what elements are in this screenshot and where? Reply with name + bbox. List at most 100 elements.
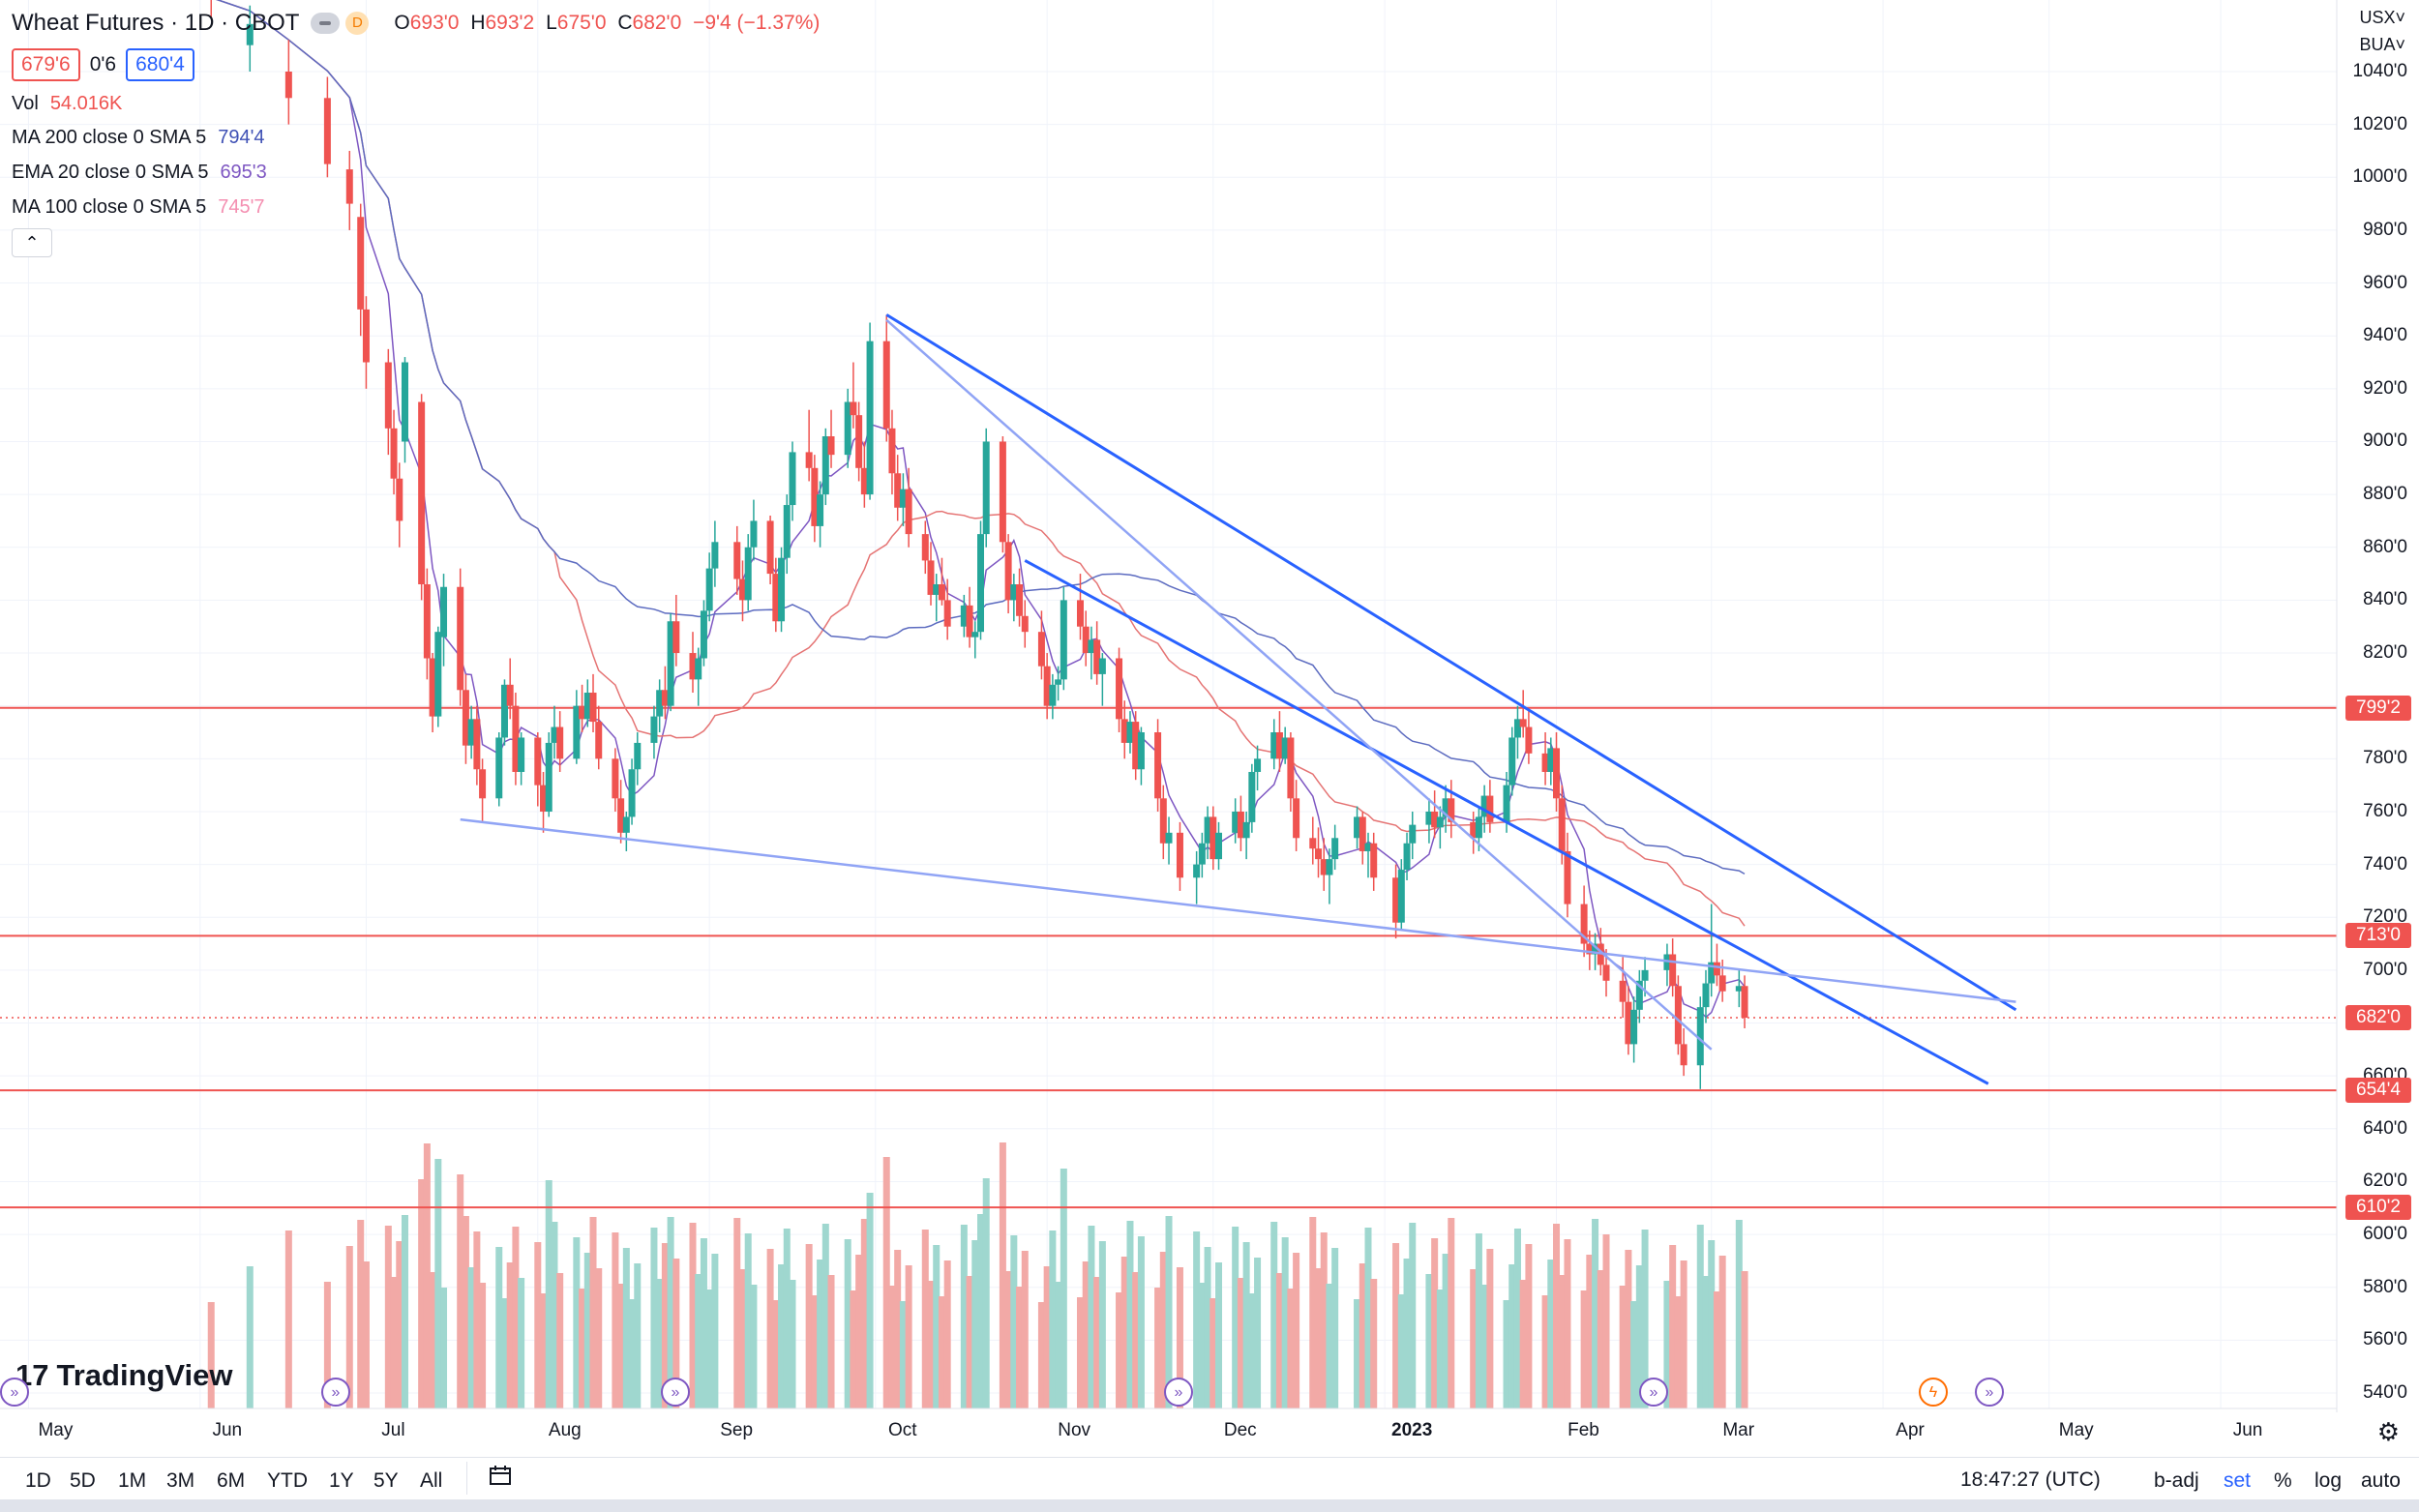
volume-bar bbox=[1270, 1222, 1278, 1408]
candle-body bbox=[827, 436, 835, 456]
calendar-icon[interactable] bbox=[489, 1465, 514, 1492]
volume-bar bbox=[1486, 1249, 1494, 1408]
volume-bar bbox=[1409, 1223, 1417, 1408]
dividend-event-icon[interactable]: » bbox=[1164, 1378, 1193, 1407]
percent-toggle[interactable]: % bbox=[2274, 1469, 2292, 1492]
time-axis-label: Oct bbox=[888, 1420, 917, 1440]
candle-body bbox=[866, 341, 874, 495]
currency-selector[interactable]: USX˅ bbox=[2359, 8, 2405, 27]
dividend-event-icon[interactable]: » bbox=[321, 1378, 350, 1407]
volume-bar bbox=[1309, 1217, 1317, 1408]
candle-body bbox=[1713, 962, 1720, 976]
volume-bar bbox=[1320, 1232, 1328, 1408]
range-1y-button[interactable]: 1Y bbox=[329, 1469, 354, 1492]
volume-bar bbox=[1541, 1295, 1549, 1408]
dividend-event-icon[interactable]: » bbox=[1639, 1378, 1668, 1407]
unit-selector[interactable]: BUA˅ bbox=[2359, 35, 2405, 54]
volume-bar bbox=[595, 1268, 603, 1408]
volume-bar bbox=[1016, 1287, 1024, 1408]
candle-body bbox=[1320, 859, 1328, 875]
candle-body bbox=[1154, 732, 1162, 799]
volume-bar bbox=[1392, 1243, 1400, 1408]
indicator-ma100[interactable]: MA 100 close 0 SMA 5 745'7 bbox=[12, 196, 265, 218]
volume-bar bbox=[1281, 1237, 1289, 1408]
lightning-event-icon[interactable]: ϟ bbox=[1919, 1378, 1948, 1407]
log-toggle[interactable]: log bbox=[2314, 1469, 2343, 1492]
indicator-volume[interactable]: Vol 54.016K bbox=[12, 93, 123, 114]
price-axis-label: 700'0 bbox=[2363, 959, 2407, 980]
volume-bar bbox=[1359, 1263, 1366, 1408]
candle-body bbox=[246, 23, 254, 45]
volume-bar bbox=[1625, 1250, 1632, 1408]
trendline bbox=[460, 817, 2016, 1003]
indicator-ma200[interactable]: MA 200 close 0 SMA 5 794'4 bbox=[12, 127, 265, 148]
volume-bar bbox=[617, 1284, 625, 1408]
candle-body bbox=[473, 719, 481, 770]
price-chart-plot[interactable] bbox=[0, 0, 2419, 1457]
candle-body bbox=[1088, 639, 1095, 654]
volume-bar bbox=[1475, 1233, 1482, 1408]
candle-body bbox=[1519, 719, 1527, 727]
price-axis-label: 600'0 bbox=[2363, 1224, 2407, 1245]
candle-body bbox=[1126, 722, 1134, 743]
candle-body bbox=[628, 769, 636, 817]
range-1m-button[interactable]: 1M bbox=[118, 1469, 147, 1492]
candle-body bbox=[401, 362, 408, 442]
volume-bar bbox=[982, 1178, 990, 1408]
set-toggle[interactable]: set bbox=[2224, 1469, 2252, 1492]
indicator-ema20[interactable]: EMA 20 close 0 SMA 5 695'3 bbox=[12, 162, 267, 183]
volume-bar bbox=[971, 1240, 979, 1408]
volume-bar bbox=[628, 1299, 636, 1408]
range-3m-button[interactable]: 3M bbox=[166, 1469, 195, 1492]
candle-body bbox=[1254, 758, 1262, 772]
trendline bbox=[1024, 559, 1989, 1085]
range-6m-button[interactable]: 6M bbox=[217, 1469, 246, 1492]
candle-body bbox=[1331, 838, 1339, 860]
volume-bar bbox=[855, 1255, 863, 1408]
volume-bar bbox=[650, 1228, 658, 1408]
dividend-event-icon[interactable]: » bbox=[0, 1378, 29, 1407]
candle-body bbox=[384, 362, 392, 429]
auto-toggle[interactable]: auto bbox=[2361, 1469, 2401, 1492]
volume-bar bbox=[1248, 1293, 1256, 1408]
volume-bar bbox=[573, 1237, 581, 1408]
volume-bar bbox=[1602, 1234, 1610, 1408]
candle-body bbox=[1281, 737, 1289, 759]
volume-bar bbox=[938, 1296, 945, 1408]
volume-bar bbox=[1126, 1221, 1134, 1408]
volume-bar bbox=[1641, 1230, 1649, 1408]
candle-body bbox=[1436, 816, 1444, 828]
dividend-event-icon[interactable]: » bbox=[1975, 1378, 2004, 1407]
range-5y-button[interactable]: 5Y bbox=[373, 1469, 399, 1492]
symbol-title[interactable]: Wheat Futures · 1D · CBOT bbox=[12, 10, 300, 36]
b-adj-toggle[interactable]: b-adj bbox=[2154, 1469, 2199, 1492]
clock-readout[interactable]: 18:47:27 (UTC) bbox=[1960, 1468, 2101, 1491]
range-ytd-button[interactable]: YTD bbox=[267, 1469, 308, 1492]
volume-bar bbox=[1314, 1268, 1322, 1408]
volume-bar bbox=[778, 1264, 786, 1408]
volume-bar bbox=[1354, 1299, 1361, 1408]
chevron-up-icon[interactable]: ⌃ bbox=[12, 228, 52, 257]
volume-bar bbox=[667, 1217, 674, 1408]
range-1d-button[interactable]: 1D bbox=[25, 1469, 51, 1492]
price-tag: 654'4 bbox=[2345, 1078, 2411, 1104]
volume-bar bbox=[789, 1280, 796, 1408]
volume-bar bbox=[738, 1269, 746, 1408]
d-badge[interactable]: D bbox=[345, 12, 370, 35]
candle-body bbox=[457, 586, 464, 691]
dividend-event-icon[interactable]: » bbox=[661, 1378, 690, 1407]
candle-body bbox=[855, 415, 863, 468]
price-axis-label: 880'0 bbox=[2363, 484, 2407, 505]
buy-button[interactable]: 680'4 bbox=[126, 48, 194, 81]
visibility-toggle-icon[interactable] bbox=[311, 13, 341, 34]
candle-body bbox=[1403, 843, 1411, 871]
sell-button[interactable]: 679'6 bbox=[12, 48, 80, 81]
gear-icon[interactable]: ⚙ bbox=[2376, 1417, 2400, 1446]
volume-bar bbox=[500, 1298, 508, 1408]
range-all-button[interactable]: All bbox=[420, 1469, 443, 1492]
bottom-toolbar: 1D 5D 1M 3M 6M YTD 1Y 5Y All 18:47:27 (U… bbox=[0, 1457, 2419, 1500]
range-5d-button[interactable]: 5D bbox=[70, 1469, 96, 1492]
candle-body bbox=[1043, 666, 1051, 706]
candle-body bbox=[540, 785, 548, 812]
price-axis-label: 1000'0 bbox=[2352, 166, 2407, 188]
